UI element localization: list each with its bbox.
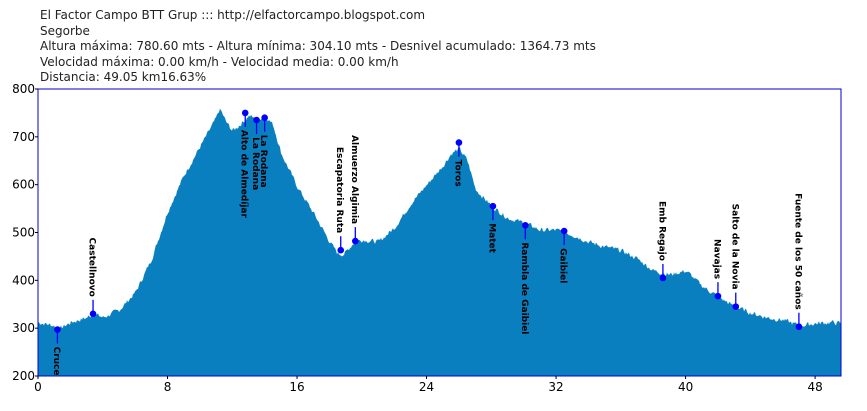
waypoint-marker: Almuerzo Algimia	[349, 135, 359, 245]
waypoint-dot	[352, 237, 359, 245]
waypoint-label: Matet	[486, 223, 496, 253]
waypoint-marker: Escapatoria Ruta	[334, 147, 344, 254]
ytick-label: 300	[12, 321, 35, 335]
waypoint-label: Alto de Almedíjar	[239, 130, 249, 219]
waypoint-dot	[560, 227, 568, 235]
ytick-label: 500	[12, 226, 35, 240]
waypoint-label: Salto de la Novia	[729, 204, 739, 290]
waypoint-marker: Cruce	[51, 326, 61, 375]
waypoint-dot	[253, 116, 260, 124]
header-distance: Distancia: 49.05 km16.63%	[40, 70, 207, 84]
header-title: El Factor Campo BTT Grup ::: http://elfa…	[40, 8, 426, 22]
waypoint-dot	[54, 326, 61, 333]
header-route: Segorbe	[40, 23, 90, 38]
xtick-label: 32	[548, 380, 563, 394]
axis-ticks: 200 300 400 500 600 700 800 0 8 16 24 32 40 48	[12, 82, 823, 394]
header-speeds: Velocidad máxima: 0.00 km/h - Velocidad …	[40, 54, 399, 69]
waypoint-label: La Rodana	[258, 135, 268, 188]
waypoint-marker: Gaibiel	[558, 227, 568, 283]
ytick-label: 600	[12, 178, 35, 192]
waypoint-label: Escapatoria Ruta	[334, 147, 344, 233]
waypoint-marker: Navajas	[711, 239, 722, 300]
waypoint-marker: Salto de la Novia	[729, 204, 739, 310]
waypoint-dot	[337, 246, 345, 254]
xtick-label: 48	[807, 380, 822, 394]
xtick-label: 24	[419, 380, 434, 394]
waypoint-dot	[489, 202, 497, 210]
waypoint-label: Toros	[452, 160, 462, 187]
xtick-label: 16	[289, 380, 304, 394]
ytick-label: 400	[12, 273, 35, 287]
waypoint-marker: Castellnovo	[87, 238, 97, 318]
ytick-label: 700	[12, 130, 35, 144]
waypoint-label: La Rodana	[250, 137, 260, 190]
ytick-label: 200	[12, 369, 35, 383]
waypoint-label: Gaibiel	[558, 248, 568, 283]
waypoint-marker: Emb Regajo	[656, 201, 667, 282]
waypoint-dot	[795, 323, 803, 331]
waypoint-dot	[659, 274, 667, 282]
waypoint-dot	[714, 292, 722, 300]
waypoint-marker: La Rodana	[250, 116, 260, 190]
waypoint-dot	[261, 114, 268, 121]
waypoint-label: Castellnovo	[87, 238, 97, 297]
waypoint-dot	[89, 310, 97, 318]
waypoint-dot	[522, 222, 529, 229]
ytick-label: 800	[12, 82, 35, 96]
waypoint-marker: Fuente de los 50 caños	[792, 193, 803, 331]
waypoint-marker: La Rodana	[258, 114, 268, 188]
header-altitudes: Altura máxima: 780.60 mts - Altura mínim…	[40, 39, 596, 53]
waypoint-marker: Toros	[452, 139, 463, 187]
waypoint-label: Rambla de Gaibiel	[519, 242, 529, 334]
xtick-label: 40	[678, 380, 693, 394]
chart-header: El Factor Campo BTT Grup ::: http://elfa…	[40, 8, 840, 86]
waypoint-label: Almuerzo Algimia	[349, 135, 359, 224]
waypoint-label: Fuente de los 50 caños	[792, 193, 802, 310]
xtick-label: 0	[34, 380, 42, 394]
xtick-label: 8	[164, 380, 172, 394]
waypoint-dot	[455, 139, 463, 146]
waypoint-dot	[732, 303, 740, 310]
waypoint-marker: Alto de Almedíjar	[239, 109, 249, 219]
waypoint-dot	[241, 109, 249, 117]
waypoint-marker: Rambla de Gaibiel	[519, 222, 529, 334]
elevation-area	[38, 108, 841, 376]
waypoint-marker: Matet	[486, 202, 497, 254]
waypoint-label: Navajas	[711, 239, 721, 279]
waypoint-label: Cruce	[51, 347, 61, 376]
waypoint-label: Emb Regajo	[656, 201, 666, 261]
